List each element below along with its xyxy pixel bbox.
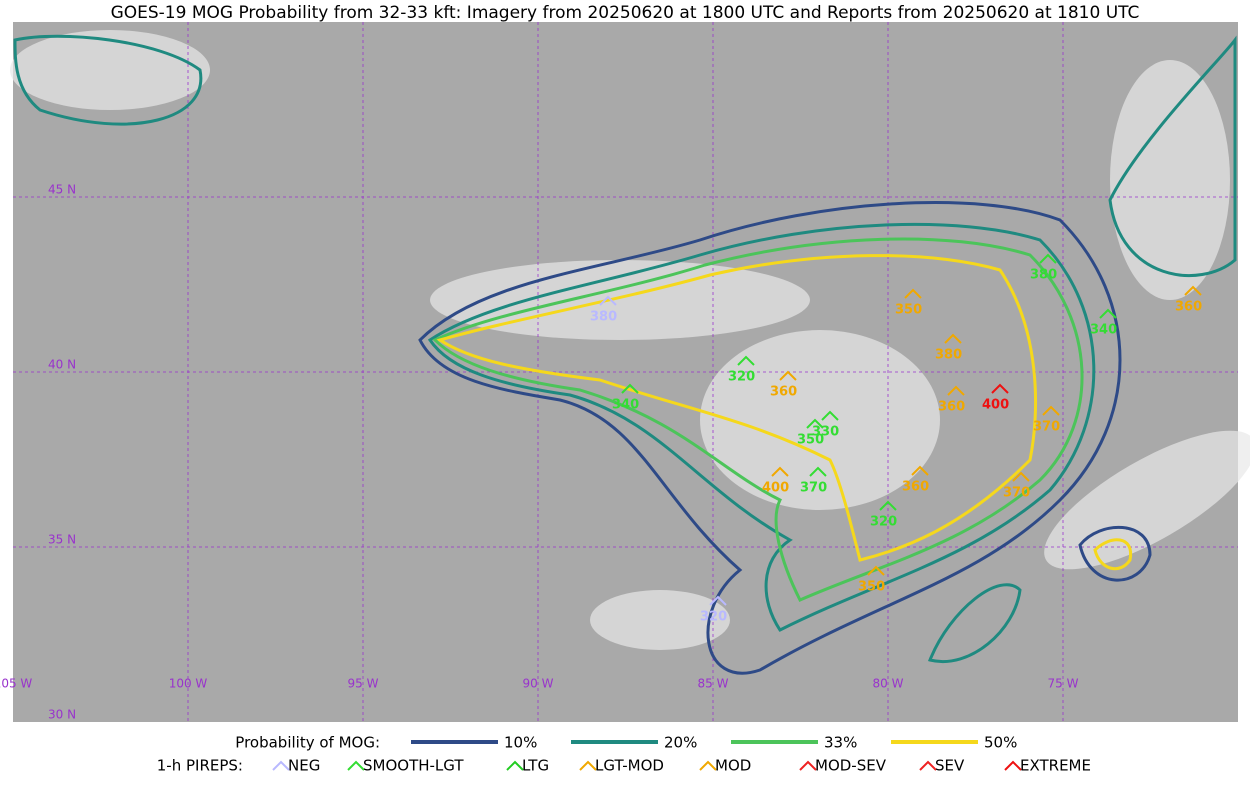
pirep-altitude: 400 bbox=[982, 398, 1009, 413]
pirep-symbol bbox=[991, 383, 1009, 394]
cloud bbox=[700, 330, 940, 510]
legend-label: NEG bbox=[288, 757, 320, 775]
pirep-symbol bbox=[867, 565, 885, 576]
pirep-altitude: 370 bbox=[1003, 486, 1030, 501]
lon-label: 95 W bbox=[348, 677, 379, 691]
pirep-symbol bbox=[806, 418, 824, 429]
pirep-symbol bbox=[821, 410, 839, 421]
legend-label: MOD bbox=[715, 757, 751, 775]
lon-label: 75 W bbox=[1048, 677, 1079, 691]
pirep-symbol bbox=[1042, 405, 1060, 416]
legend-label: 20% bbox=[664, 734, 697, 752]
cloud bbox=[1044, 430, 1250, 570]
pirep-altitude: 360 bbox=[770, 385, 797, 400]
pirep-symbol bbox=[879, 500, 897, 511]
pirep-altitude: 370 bbox=[800, 481, 827, 496]
legend-symbol bbox=[506, 760, 524, 771]
contour-20 bbox=[1108, 35, 1237, 278]
pirep-altitude: 350 bbox=[797, 433, 824, 448]
legend: Probability of MOG: 10% 20% 33% 50% 1-h PIREP… bbox=[157, 734, 1091, 775]
pirep-symbol bbox=[771, 466, 789, 477]
pirep-symbol bbox=[737, 355, 755, 366]
contour-20 bbox=[927, 583, 1022, 663]
pirep-symbol bbox=[1039, 253, 1057, 264]
lat-label: 45 N bbox=[48, 183, 76, 197]
grid-labels: 45 N 40 N 35 N 30 N 105 W 100 W 95 W 90 W 85 W 80… bbox=[0, 183, 1079, 722]
pirep-altitude: 380 bbox=[935, 348, 962, 363]
legend-label: LGT-MOD bbox=[595, 757, 664, 775]
pirep-altitude: 360 bbox=[902, 480, 929, 495]
legend-label: SMOOTH-LGT bbox=[363, 757, 464, 775]
contour-20 bbox=[13, 34, 203, 126]
legend-symbol bbox=[799, 760, 817, 771]
pirep-altitude: 360 bbox=[1175, 300, 1202, 315]
legend-label: MOD-SEV bbox=[815, 757, 887, 775]
pirep-symbol bbox=[621, 383, 639, 394]
title: GOES-19 MOG Probability from 32-33 kft: … bbox=[111, 3, 1140, 23]
pirep-symbol bbox=[911, 465, 929, 476]
pirep-symbol bbox=[599, 295, 617, 306]
pirep-symbol bbox=[947, 385, 965, 396]
legend-symbol bbox=[272, 760, 290, 771]
pirep-altitude: 340 bbox=[1090, 323, 1117, 338]
legend-title: 1-h PIREPS: bbox=[157, 757, 243, 775]
legend-symbol bbox=[1004, 760, 1022, 771]
pirep-altitude: 320 bbox=[870, 515, 897, 530]
legend-label: EXTREME bbox=[1020, 757, 1091, 775]
pirep-symbol bbox=[809, 466, 827, 477]
pirep-altitude: 360 bbox=[938, 400, 965, 415]
pirep-altitude: 330 bbox=[812, 425, 839, 440]
pirep-altitude: 400 bbox=[762, 481, 789, 496]
pirep-symbol bbox=[904, 288, 922, 299]
probability-contours bbox=[13, 34, 1237, 675]
lat-label: 35 N bbox=[48, 533, 76, 547]
lat-label: 30 N bbox=[48, 708, 76, 722]
pirep-altitude: 370 bbox=[1033, 420, 1060, 435]
pirep-symbol bbox=[779, 370, 797, 381]
cloud bbox=[1110, 60, 1230, 300]
legend-symbol bbox=[347, 760, 365, 771]
pirep-symbol bbox=[944, 333, 962, 344]
pirep-symbol bbox=[1184, 285, 1202, 296]
lon-label: 85 W bbox=[698, 677, 729, 691]
legend-label: LTG bbox=[522, 757, 549, 775]
pirep-altitude: 320 bbox=[728, 370, 755, 385]
lon-label: 90 W bbox=[523, 677, 554, 691]
pirep-altitude: 380 bbox=[590, 310, 617, 325]
pirep-altitude: 350 bbox=[895, 303, 922, 318]
legend-title: Probability of MOG: bbox=[235, 734, 380, 752]
cloud bbox=[590, 590, 730, 650]
pirep-symbol bbox=[1012, 471, 1030, 482]
legend-label: SEV bbox=[935, 757, 965, 775]
pirep-altitude: 350 bbox=[858, 580, 885, 595]
legend-label: 33% bbox=[824, 734, 857, 752]
cloud bbox=[10, 30, 210, 110]
legend-symbol bbox=[579, 760, 597, 771]
contour-50 bbox=[436, 254, 1038, 562]
pirep-symbol bbox=[1099, 308, 1117, 319]
contour-10 bbox=[1078, 525, 1152, 582]
lon-label: 100 W bbox=[169, 677, 208, 691]
contour-10 bbox=[418, 201, 1122, 675]
pirep-symbol bbox=[709, 595, 727, 606]
legend-symbol bbox=[699, 760, 717, 771]
legend-label: 50% bbox=[984, 734, 1017, 752]
legend-label: 10% bbox=[504, 734, 537, 752]
contour-33 bbox=[432, 237, 1084, 602]
lon-label: 80 W bbox=[873, 677, 904, 691]
legend-symbol bbox=[919, 760, 937, 771]
pirep-altitude: 380 bbox=[1030, 268, 1057, 283]
contour-20 bbox=[427, 222, 1096, 632]
contour-50 bbox=[1093, 538, 1133, 571]
pirep-altitude: 320 bbox=[700, 610, 727, 625]
lat-label: 40 N bbox=[48, 358, 76, 372]
pirep-altitude: 340 bbox=[612, 398, 639, 413]
lon-label: 105 W bbox=[0, 677, 32, 691]
